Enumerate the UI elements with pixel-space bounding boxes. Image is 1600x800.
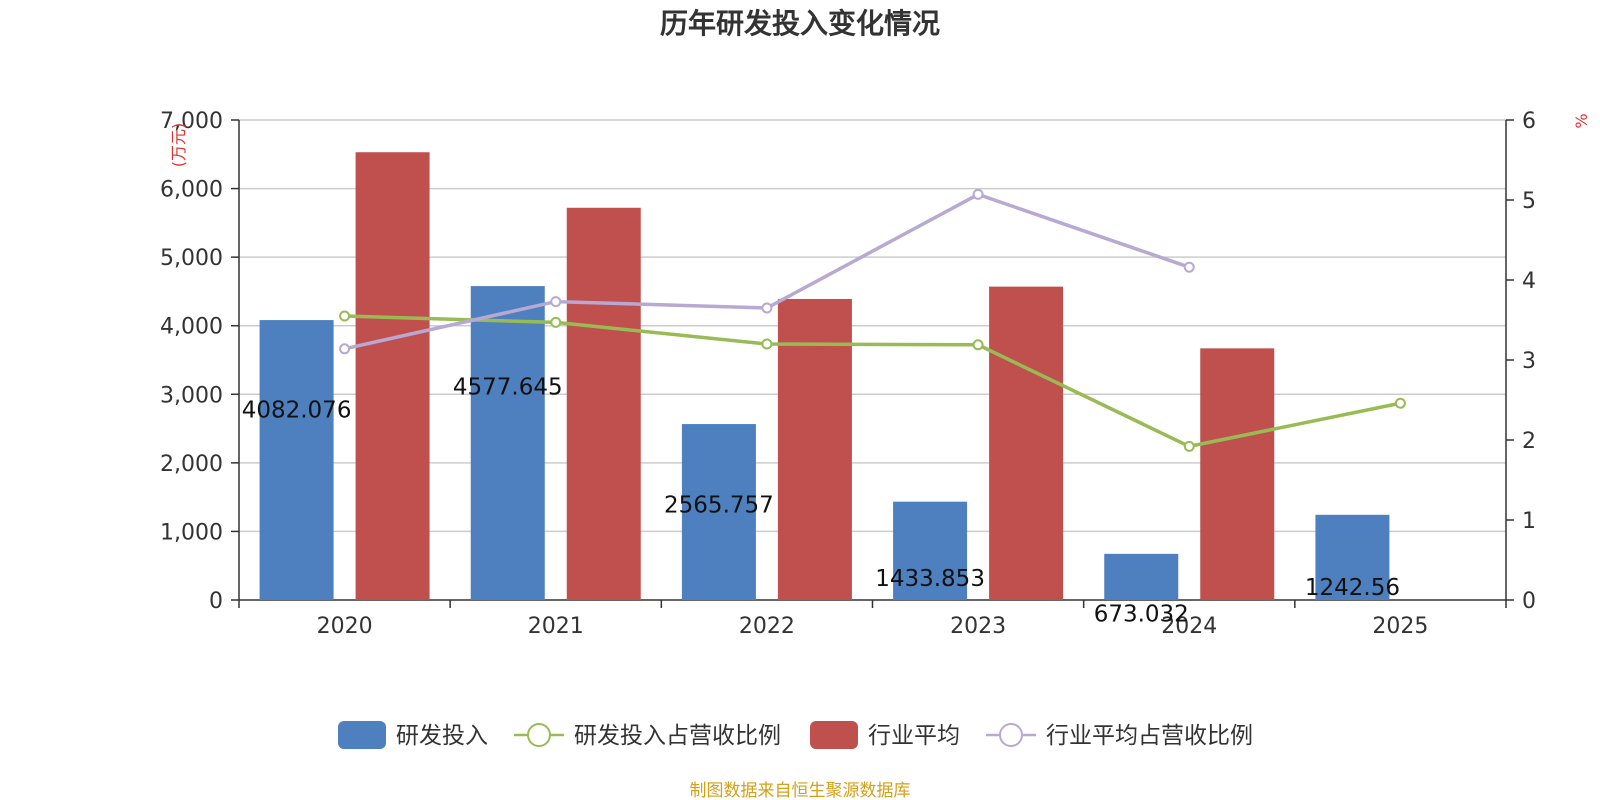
x-tick-label: 2023 — [950, 614, 1006, 639]
rd-bar-label: 4082.076 — [242, 398, 352, 424]
right-tick-label: 5 — [1522, 189, 1536, 214]
rd-bar-label: 673.032 — [1094, 602, 1189, 628]
legend-rd-ratio-label: 研发投入占营收比例 — [574, 723, 781, 749]
rd-bar-label: 1242.56 — [1305, 575, 1400, 601]
right-axis-unit: % — [1572, 113, 1591, 128]
rd-ratio-point — [761, 338, 773, 350]
industry-bar — [355, 152, 430, 600]
left-tick-label: 4,000 — [160, 315, 223, 340]
left-tick-label: 1,000 — [160, 520, 223, 545]
rd-bar — [470, 286, 545, 600]
industry-ratio-point — [550, 296, 562, 308]
x-tick-label: 2025 — [1372, 614, 1428, 639]
left-tick-label: 0 — [209, 589, 223, 614]
rd-ratio-point — [972, 339, 984, 351]
rd-ratio-line — [344, 314, 1401, 449]
legend-rd-ratio-marker — [527, 723, 551, 747]
industry-ratio-point — [972, 188, 984, 200]
rd-bar — [681, 424, 756, 600]
legend-rd-swatch — [338, 721, 386, 749]
right-tick-label: 2 — [1522, 429, 1536, 454]
right-y-axis: 0 1 2 3 4 5 6 — [1505, 109, 1536, 614]
industry-bar — [566, 207, 641, 600]
x-tick-label: 2024 — [1161, 614, 1217, 639]
bars — [259, 152, 1390, 600]
left-tick-label: 3,000 — [160, 383, 223, 408]
right-tick-label: 6 — [1522, 109, 1536, 134]
x-tick-label: 2021 — [528, 614, 584, 639]
rd-bar — [259, 320, 334, 600]
industry-bar — [989, 286, 1064, 600]
x-tick-label: 2022 — [739, 614, 795, 639]
x-axis: 2020 2021 2022 2023 2024 2025 — [238, 599, 1507, 639]
legend-rd-label: 研发投入 — [396, 723, 488, 749]
left-tick-label: 7,000 — [160, 109, 223, 134]
left-tick-label: 2,000 — [160, 452, 223, 477]
rd-ratio-point — [1183, 440, 1195, 452]
industry-ratio-point — [339, 343, 351, 355]
left-tick-label: 5,000 — [160, 246, 223, 271]
rd-bar — [1315, 514, 1390, 600]
legend-industry-ratio-marker — [999, 723, 1023, 747]
rd-ratio-point — [1394, 397, 1406, 409]
legend-industry-ratio-label: 行业平均占营收比例 — [1046, 723, 1253, 749]
industry-ratio-point — [1183, 261, 1195, 273]
rd-bar — [893, 501, 968, 600]
legend: 研发投入 研发投入占营收比例 行业平均 行业平均占营收比例 — [338, 721, 1253, 749]
left-tick-label: 6,000 — [160, 178, 223, 203]
rd-ratio-point — [339, 310, 351, 322]
industry-ratio-point — [761, 302, 773, 314]
source-note: 制图数据来自恒生聚源数据库 — [690, 781, 911, 800]
right-tick-label: 0 — [1522, 589, 1536, 614]
rd-bar-label: 2565.757 — [664, 492, 774, 518]
rd-ratio-point — [550, 316, 562, 328]
legend-industry-label: 行业平均 — [868, 723, 960, 749]
right-tick-label: 4 — [1522, 269, 1536, 294]
left-axis-unit: (万元) — [169, 123, 188, 168]
rd-bar-label: 1433.853 — [875, 566, 985, 592]
industry-bar — [1200, 348, 1275, 600]
rd-bar-label: 4577.645 — [453, 375, 563, 401]
rd-bar — [1104, 553, 1179, 600]
data-labels: 4082.076 4577.645 2565.757 1433.853 673.032 1… — [242, 375, 1400, 628]
left-y-axis: 0 1,000 2,000 3,000 4,000 5,000 6,000 7,000 — [160, 109, 240, 614]
legend-industry-swatch — [810, 721, 858, 749]
right-tick-label: 1 — [1522, 509, 1536, 534]
x-tick-label: 2020 — [317, 614, 373, 639]
chart-title: 历年研发投入变化情况 — [660, 7, 940, 40]
industry-bar — [777, 298, 852, 600]
right-tick-label: 3 — [1522, 349, 1536, 374]
lines — [339, 188, 1406, 452]
